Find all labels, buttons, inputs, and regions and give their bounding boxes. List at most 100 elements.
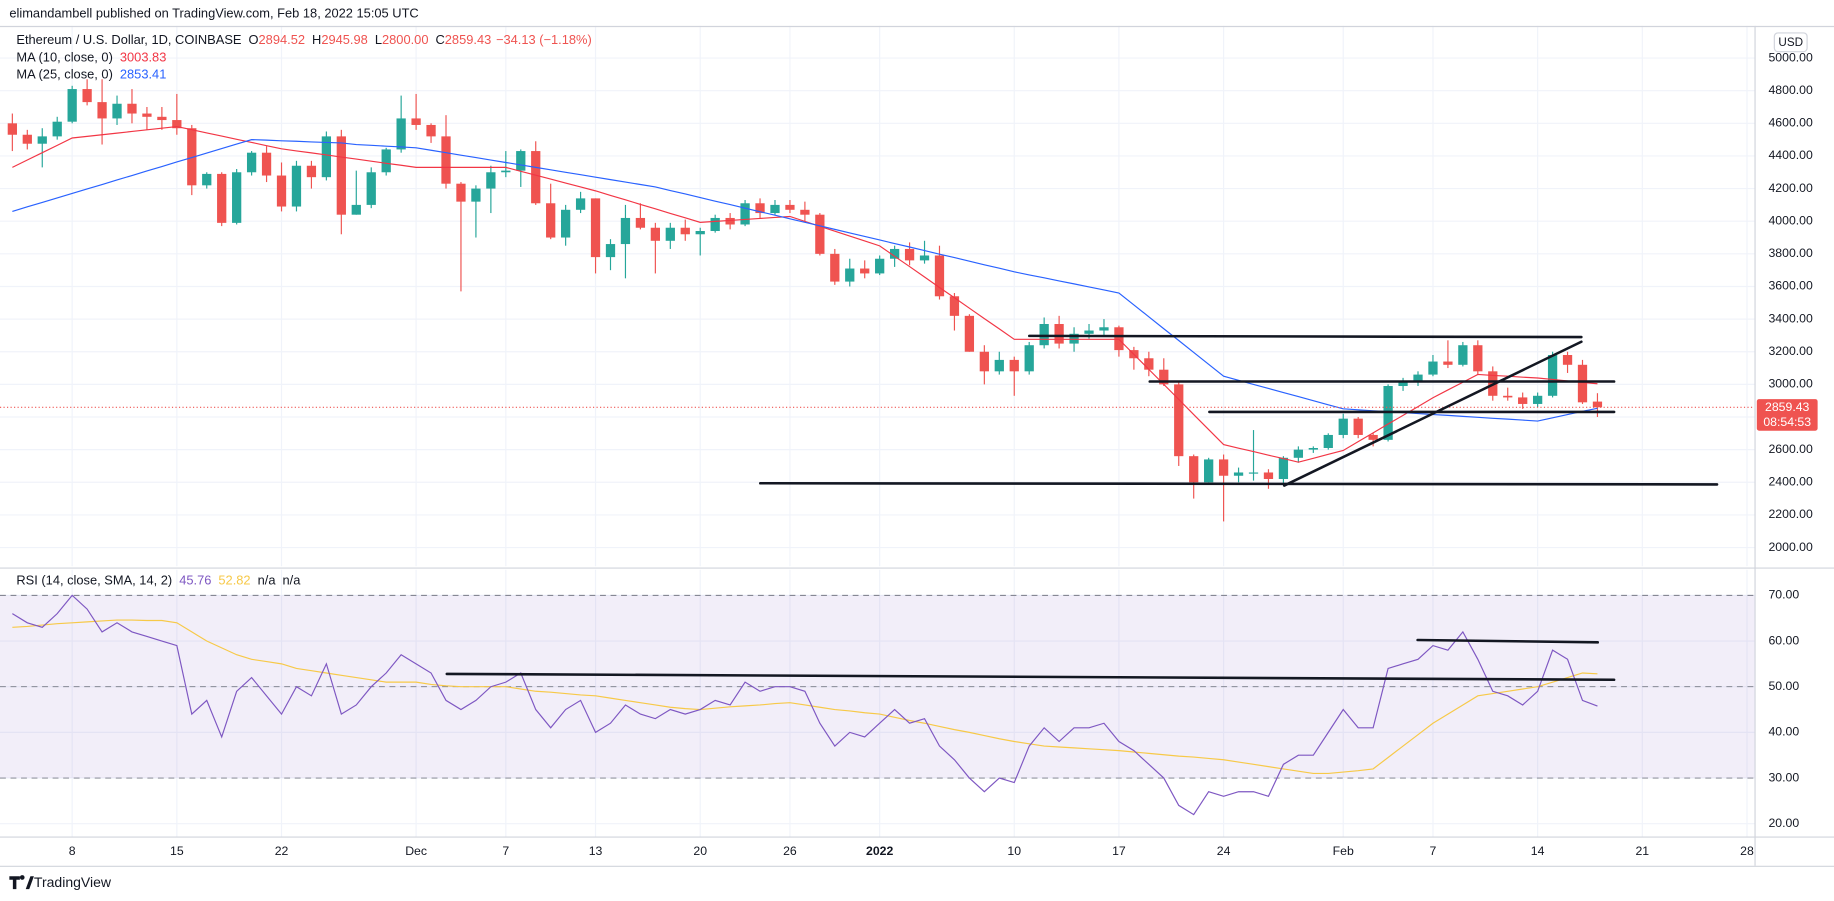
candle-body bbox=[456, 183, 466, 202]
y-tick-label: 4000.00 bbox=[1769, 213, 1814, 227]
y-tick-label: 3800.00 bbox=[1769, 246, 1814, 260]
candle-body bbox=[1039, 324, 1049, 346]
candle-body bbox=[695, 231, 705, 235]
separators bbox=[0, 25, 1834, 867]
candle-body bbox=[725, 217, 735, 225]
candle-body bbox=[501, 170, 511, 173]
candle-body bbox=[97, 102, 107, 119]
candle-body bbox=[52, 121, 62, 137]
ohlc-key: O bbox=[249, 33, 259, 48]
candle-body bbox=[471, 188, 481, 202]
candle-body bbox=[486, 172, 496, 189]
candle-body bbox=[979, 351, 989, 372]
ohlc-value: 2945.98 bbox=[321, 33, 367, 48]
candle-body bbox=[1069, 333, 1079, 344]
candle-body bbox=[202, 173, 212, 186]
candle-body bbox=[1398, 381, 1408, 387]
x-tick-label: 15 bbox=[170, 844, 184, 858]
candle-body bbox=[1473, 345, 1483, 372]
candle-body bbox=[1218, 459, 1229, 476]
candle-body bbox=[1159, 369, 1169, 385]
candle-body bbox=[1338, 418, 1348, 435]
trend-line bbox=[1282, 340, 1583, 487]
y-tick-label: 2400.00 bbox=[1769, 475, 1814, 489]
candle-body bbox=[426, 124, 436, 137]
brand-name: TradingView bbox=[34, 874, 112, 890]
ohlc-key: C bbox=[435, 33, 444, 48]
y-tick-label: 2600.00 bbox=[1769, 442, 1814, 456]
candle-body bbox=[875, 258, 885, 274]
x-tick-label: 7 bbox=[502, 844, 509, 858]
candle-body bbox=[1278, 457, 1289, 480]
candle-body bbox=[1248, 472, 1259, 474]
brand: TradingView bbox=[9, 874, 112, 890]
rsi-value: 52.82 bbox=[218, 573, 250, 588]
ma-value: 2853.41 bbox=[120, 67, 166, 82]
candle-body bbox=[1413, 374, 1423, 382]
candle-body bbox=[590, 198, 601, 258]
candle-body bbox=[1532, 395, 1543, 404]
ohlc-value: 2800.00 bbox=[382, 33, 428, 48]
y-tick-label: 3600.00 bbox=[1769, 279, 1814, 293]
y-tick-label: 2000.00 bbox=[1769, 540, 1814, 554]
candle-body bbox=[531, 151, 541, 204]
candle-body bbox=[1174, 384, 1184, 457]
candle-body bbox=[755, 203, 765, 214]
candle-body bbox=[605, 244, 616, 258]
candle-body bbox=[232, 172, 242, 223]
candle-body bbox=[1592, 401, 1603, 408]
candle-body bbox=[1503, 395, 1513, 398]
countdown-label: 08:54:53 bbox=[1763, 415, 1811, 429]
candle-body bbox=[127, 103, 137, 114]
rsi-extra: n/a bbox=[258, 573, 277, 588]
candle-body bbox=[67, 89, 77, 122]
candle-body bbox=[82, 89, 92, 103]
candle-body bbox=[276, 175, 287, 207]
candle-body bbox=[1054, 324, 1064, 344]
candle-body bbox=[770, 204, 780, 214]
y-tick-label: 50.00 bbox=[1769, 679, 1800, 693]
y-tick-label: 70.00 bbox=[1769, 588, 1800, 602]
candle-body bbox=[37, 136, 47, 144]
candle-body bbox=[949, 296, 960, 316]
candle-body bbox=[904, 248, 915, 261]
candle-body bbox=[1577, 364, 1588, 403]
currency-label: USD bbox=[1778, 36, 1803, 49]
candle-body bbox=[1323, 434, 1333, 449]
candle-body bbox=[396, 118, 406, 150]
candle-body bbox=[1263, 472, 1274, 480]
ohlc-value: 2894.52 bbox=[259, 33, 305, 48]
candle-body bbox=[561, 209, 571, 238]
x-tick-label: 7 bbox=[1430, 844, 1437, 858]
candle-body bbox=[1233, 472, 1244, 476]
rsi-value: 45.76 bbox=[179, 573, 211, 588]
candle-body bbox=[889, 248, 900, 259]
ma-name: MA (10, close, 0) bbox=[16, 50, 112, 65]
candle-body bbox=[306, 165, 317, 178]
y-tick-label: 4200.00 bbox=[1769, 181, 1814, 195]
x-tick-label: 2022 bbox=[866, 844, 893, 858]
trend-line bbox=[445, 672, 1616, 682]
candle-body bbox=[1084, 330, 1094, 334]
symbol-title: Ethereum / U.S. Dollar, 1D, COINBASE bbox=[16, 33, 242, 48]
axes: 2000.00 2200.00 2400.00 2600.00 2800.00 3000.… bbox=[69, 32, 1818, 858]
candle-body bbox=[546, 203, 556, 238]
candle-body bbox=[650, 227, 660, 241]
y-tick-label: 4600.00 bbox=[1769, 116, 1814, 130]
candle-body bbox=[800, 209, 810, 215]
rsi-line bbox=[12, 619, 1598, 775]
rsi-title: RSI (14, close, SMA, 14, 2) bbox=[16, 573, 172, 588]
y-tick-label: 60.00 bbox=[1769, 633, 1800, 647]
moving-average-line bbox=[12, 139, 1598, 422]
y-tick-label: 3000.00 bbox=[1769, 377, 1814, 391]
candle-body bbox=[1428, 361, 1438, 375]
x-tick-label: 22 bbox=[275, 844, 289, 858]
y-tick-label: 40.00 bbox=[1769, 725, 1800, 739]
trend-line bbox=[1027, 334, 1583, 339]
candle-body bbox=[22, 134, 32, 144]
y-tick-label: 4400.00 bbox=[1769, 148, 1814, 162]
candle-body bbox=[1308, 448, 1318, 450]
candle-body bbox=[1144, 358, 1154, 370]
